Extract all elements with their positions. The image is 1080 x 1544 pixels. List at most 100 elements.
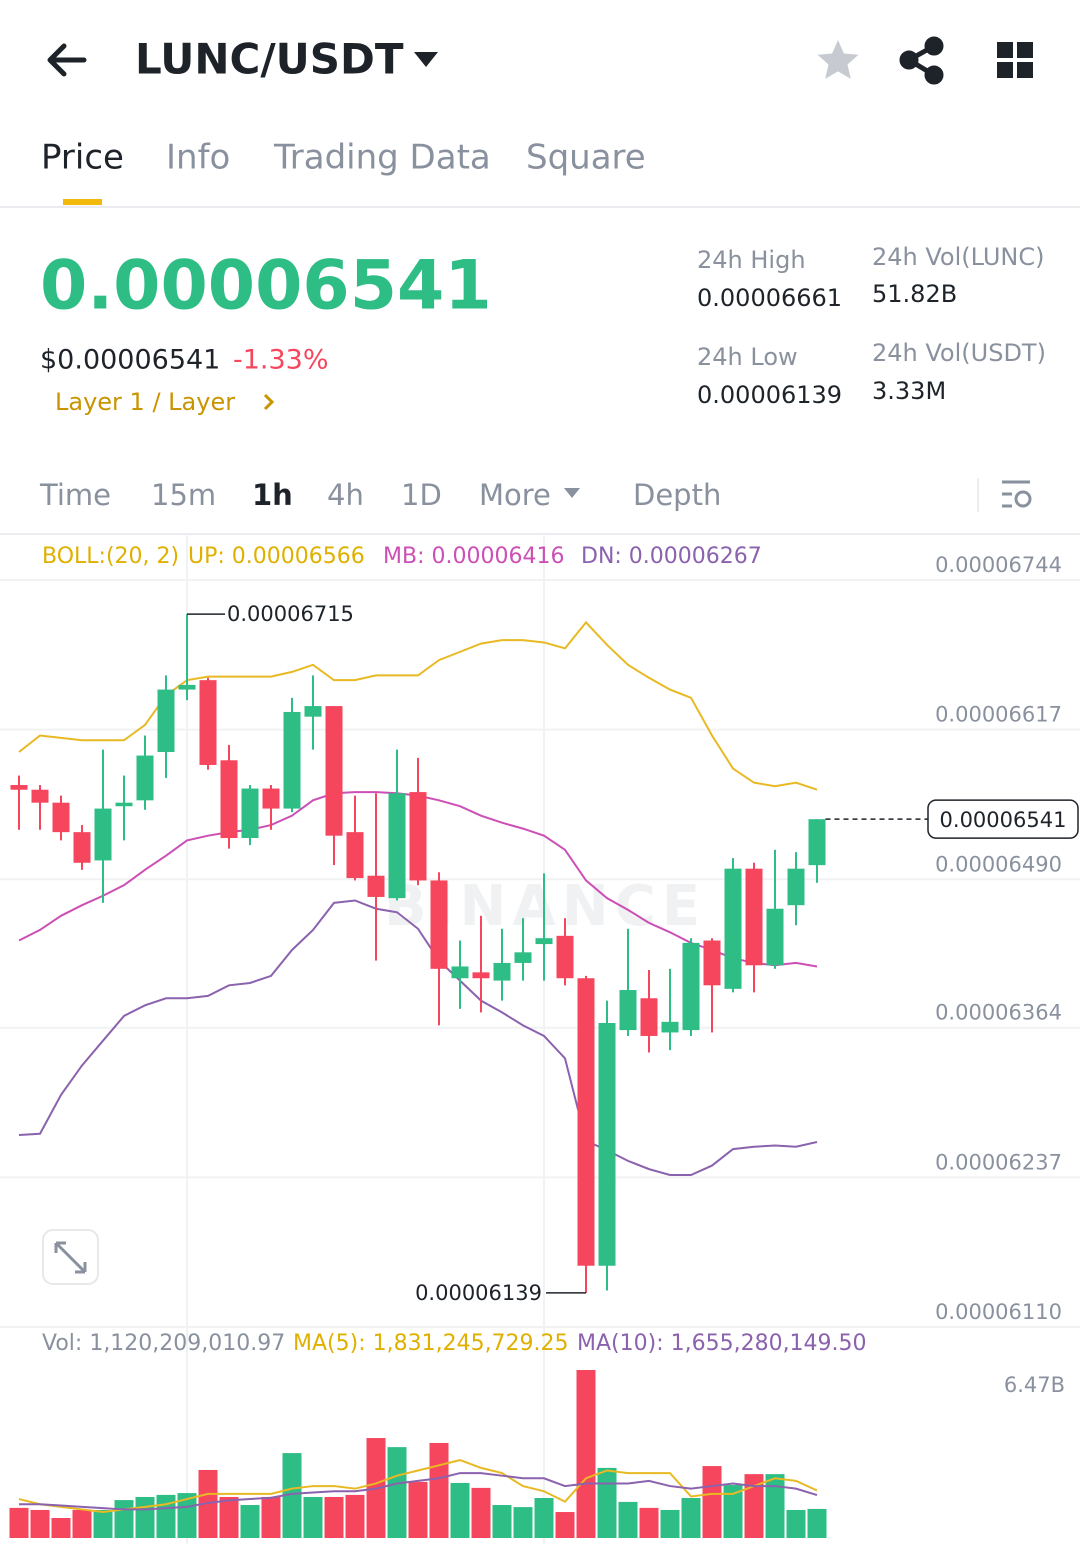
interval[interactable]: 15m [151, 478, 216, 512]
favorite-star[interactable] [817, 40, 859, 79]
fullscreen-button[interactable] [42, 1229, 99, 1285]
pair-title[interactable]: LUNC/USDT [135, 35, 404, 84]
back-button[interactable] [47, 43, 87, 77]
y-tick-label: 0.00006110 [935, 1300, 1062, 1324]
share-button[interactable] [899, 36, 944, 85]
candle-body [10, 785, 28, 790]
candle-body [31, 789, 49, 803]
volume-bar [30, 1509, 50, 1538]
volume-bar [681, 1498, 701, 1538]
candle-body [724, 868, 742, 989]
stat-label: 24h High [697, 246, 806, 274]
volume-bar [702, 1466, 722, 1538]
volume-bar [597, 1467, 617, 1538]
bollinger-line [18, 899, 818, 1177]
candle-body [661, 1021, 679, 1033]
interval[interactable]: More [479, 478, 551, 512]
low-label: 0.00006139 [415, 1281, 542, 1305]
volume-bar [93, 1509, 113, 1538]
interval[interactable]: 1D [401, 478, 442, 512]
volume-bar [492, 1505, 512, 1538]
legend-ma5: MA(5): 1,831,245,729.25 [293, 1331, 569, 1356]
candle-body [283, 711, 301, 809]
volume-bar [156, 1494, 176, 1538]
volume-bar [471, 1487, 491, 1538]
stat-label: 24h Low [697, 343, 798, 371]
candle-body [682, 942, 700, 1031]
candle-body [493, 962, 511, 981]
y-tick-label: 0.00006744 [935, 553, 1062, 577]
volume-bar [429, 1442, 449, 1538]
volume-bar [198, 1469, 218, 1538]
y-tick-label: 0.00006617 [935, 703, 1062, 727]
tab-indicator [63, 199, 102, 205]
share-dot [899, 50, 919, 70]
candle-body [178, 684, 196, 690]
interval[interactable]: 4h [327, 478, 364, 512]
volume-bar [219, 1496, 239, 1538]
candle-body [535, 938, 553, 945]
stat-value: 51.82B [872, 280, 957, 308]
candle-body [472, 972, 490, 979]
volume-ma-line [19, 1472, 818, 1511]
volume-bar [408, 1481, 428, 1538]
candle-body [430, 880, 448, 969]
tab[interactable]: Square [526, 138, 646, 178]
candle-body [598, 1023, 616, 1266]
tab[interactable]: Info [166, 138, 230, 178]
volume-bar [744, 1474, 764, 1538]
more-caret[interactable] [564, 488, 580, 498]
tab[interactable]: Trading Data [273, 138, 491, 178]
volume-bar [135, 1496, 155, 1538]
interval[interactable]: 1h [252, 478, 293, 512]
tab[interactable]: Price [41, 138, 124, 178]
legend-mb: MB: 0.00006416 [383, 544, 564, 569]
tag-chevron[interactable] [263, 393, 275, 411]
candle-body [619, 990, 637, 1031]
candle-body [640, 998, 658, 1036]
y-tick-label: 0.00006364 [935, 1001, 1062, 1025]
category-tag[interactable]: Layer 1 / Layer [55, 388, 235, 416]
expand-icon [54, 1241, 87, 1274]
candle-body [346, 832, 364, 879]
share-dot [924, 65, 944, 85]
volume-bar [555, 1512, 575, 1538]
volume-bar [387, 1447, 407, 1538]
stat-value: 0.00006661 [697, 284, 842, 312]
interval[interactable]: Time [39, 478, 111, 512]
grid-square [997, 62, 1013, 78]
candle-body [220, 760, 238, 839]
candle-body [304, 706, 322, 717]
volume-bar [786, 1509, 806, 1538]
volume-bar [450, 1482, 470, 1538]
candle-body [199, 680, 217, 765]
share-dot [924, 36, 944, 56]
stat-label: 24h Vol(USDT) [872, 339, 1046, 367]
interval[interactable]: Depth [633, 478, 721, 512]
legend-dn: DN: 0.00006267 [581, 544, 762, 569]
grid-menu[interactable] [997, 42, 1033, 78]
chart-settings[interactable] [1002, 480, 1032, 508]
candle-body [388, 793, 406, 899]
grid-square [1017, 62, 1033, 78]
volume-bar [345, 1494, 365, 1538]
candle-body [787, 868, 805, 906]
back-arrow [47, 43, 87, 77]
volume-bar [51, 1518, 71, 1538]
y-tick-label: 0.00006237 [935, 1150, 1062, 1174]
volume-bar [534, 1498, 554, 1538]
volume-bar [72, 1509, 92, 1538]
volume-bar [807, 1508, 827, 1538]
candle-body [514, 952, 532, 963]
volume-bar [324, 1496, 344, 1538]
candle-body [241, 788, 259, 839]
settings-gear [1014, 490, 1032, 508]
volume-bar [576, 1370, 596, 1538]
volume-bar [282, 1453, 302, 1538]
candle-body [115, 802, 133, 807]
volume-bar [9, 1507, 29, 1538]
volume-tick-label: 6.47B [1004, 1373, 1065, 1397]
pair-caret[interactable] [414, 52, 438, 67]
volume-bar [660, 1509, 680, 1538]
candle-body [409, 792, 427, 881]
